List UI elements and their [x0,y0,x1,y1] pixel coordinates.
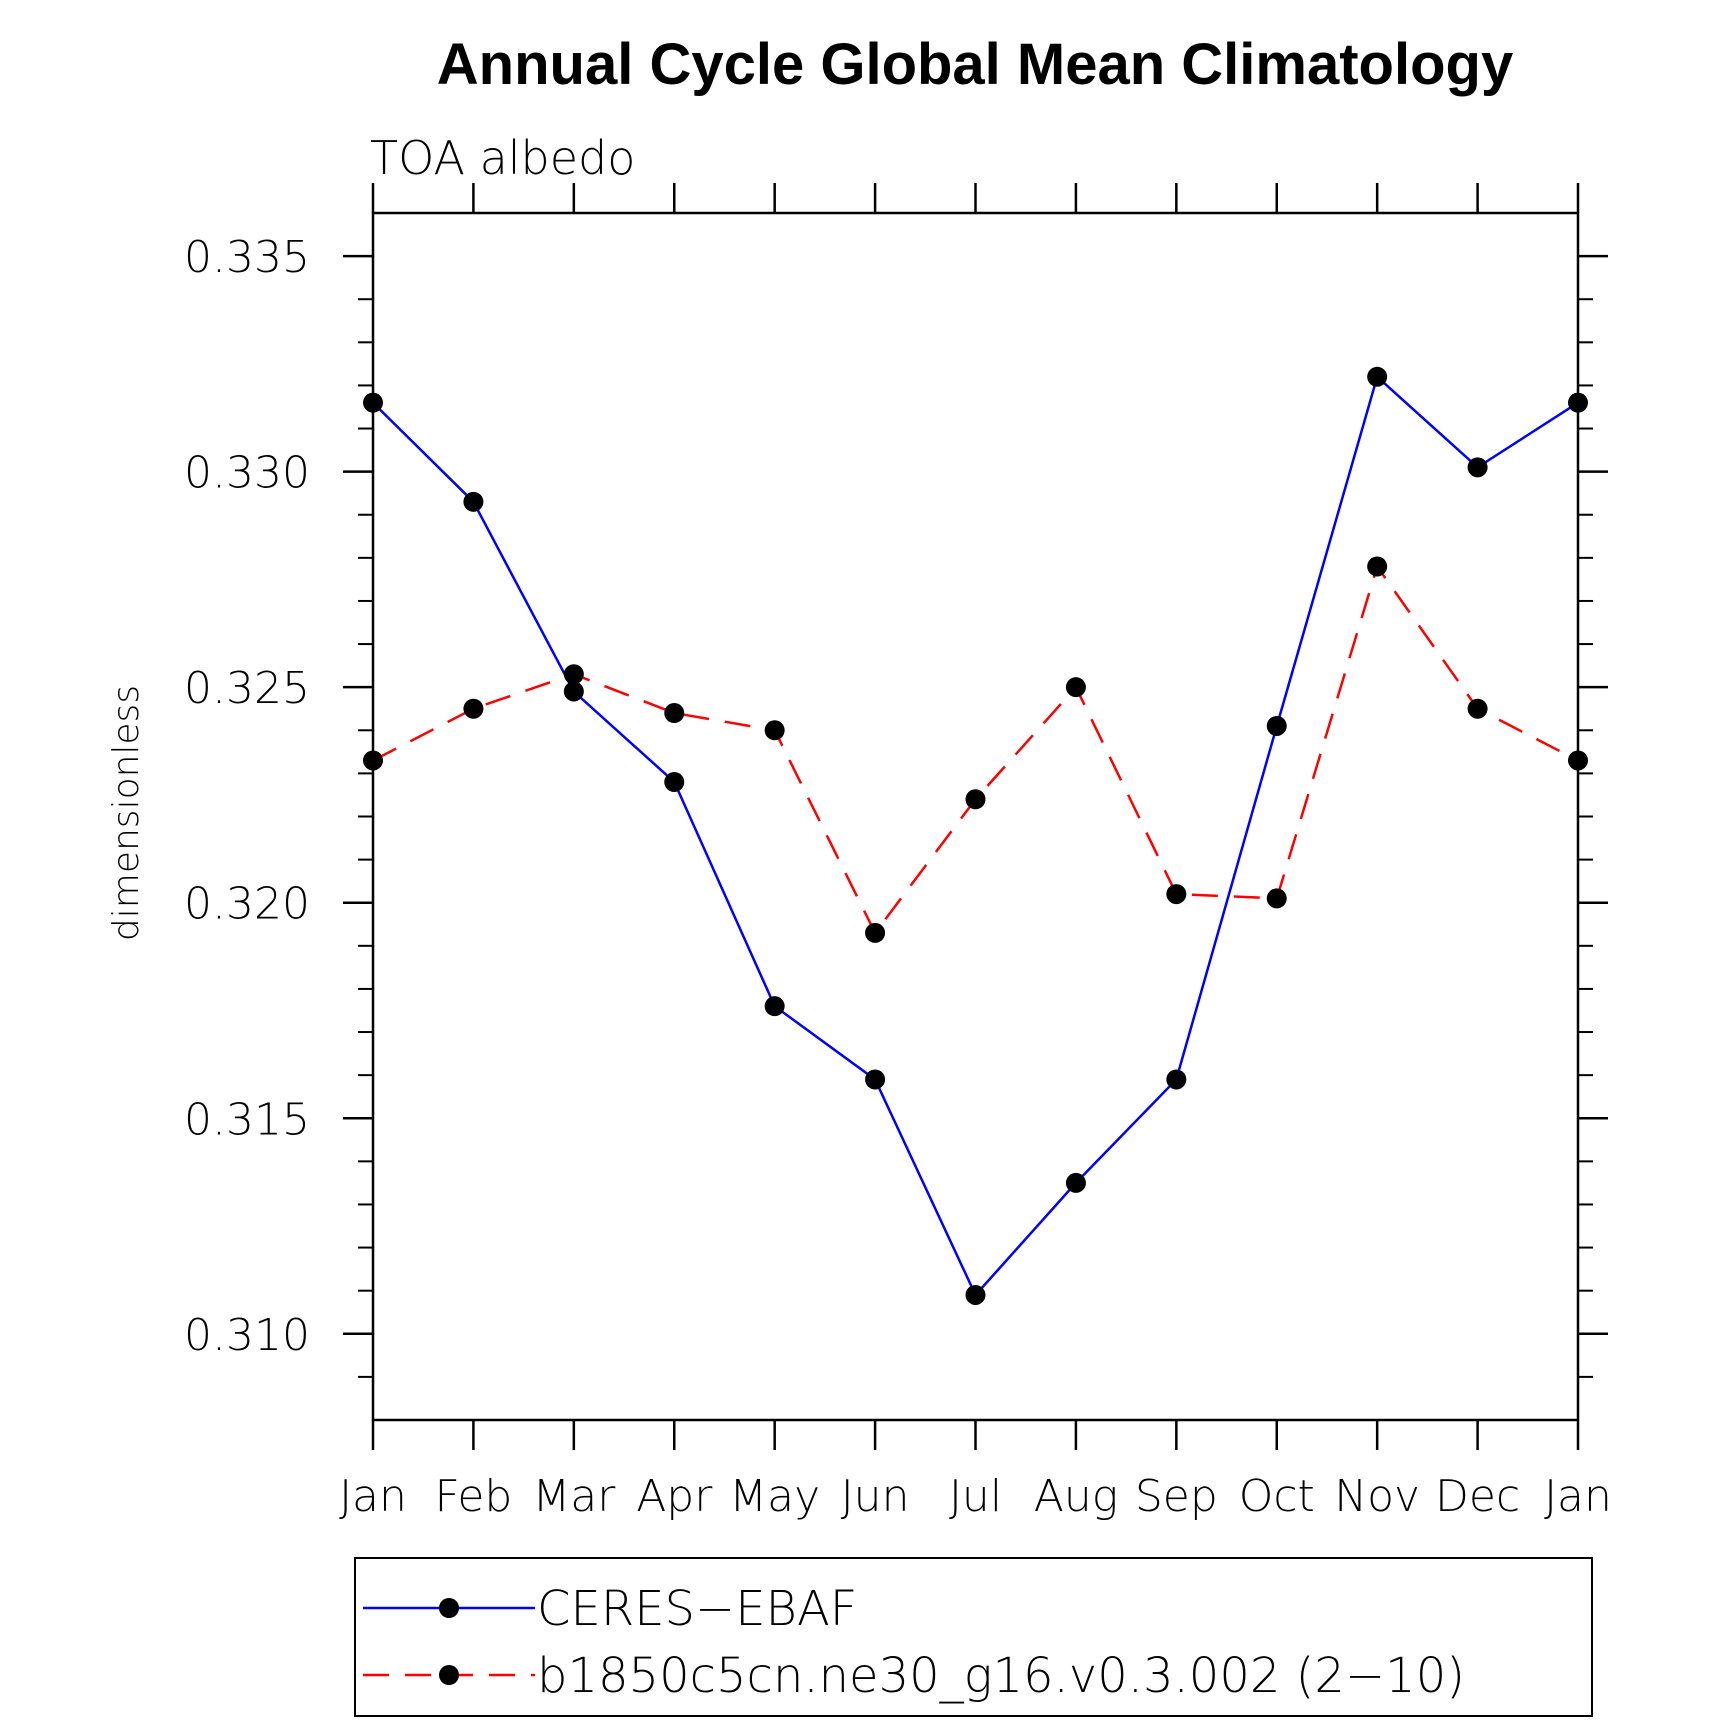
data-point [1065,1172,1086,1193]
x-tick-label: Jul [949,1471,1002,1522]
x-tick-label: Sep [1135,1471,1218,1522]
y-tick-labels: 0.310 0.315 0.320 0.325 0.330 0.335 [184,232,310,1361]
chart-subtitle: TOA albedo [370,131,635,185]
axis-ticks [343,183,1608,1450]
data-point [865,1069,886,1090]
data-point [1065,677,1086,698]
x-tick-label: Feb [434,1471,512,1522]
legend-label: CERES−EBAF [537,1581,857,1637]
data-point [664,703,685,724]
data-point [965,1284,986,1305]
x-tick-label: Aug [1034,1471,1118,1522]
y-tick-label: 0.315 [184,1094,310,1145]
data-point [563,681,584,702]
x-tick-label: Nov [1334,1471,1420,1522]
series-line-1 [372,374,1579,1298]
x-tick-label: Oct [1239,1471,1315,1522]
y-tick-label: 0.320 [184,879,310,930]
data-point [664,772,685,793]
y-tick-label: 0.330 [184,448,310,499]
data-point [1266,888,1287,909]
data-point [1166,884,1187,905]
data-point [1367,556,1388,577]
series-layer [363,366,1588,1305]
legend: CERES−EBAF b1850c5cn.ne30_g16.v0.3.002 (2… [354,1557,1593,1717]
data-point [965,789,986,810]
data-point [865,922,886,943]
legend-marker [439,1598,459,1618]
data-point [463,698,484,719]
x-tick-label: Jan [1544,1471,1612,1522]
x-tick-label: Jun [841,1471,910,1522]
data-point [463,491,484,512]
legend-box [354,1557,1593,1717]
data-point [764,720,785,741]
chart-title: Annual Cycle Global Mean Climatology [437,32,1513,97]
y-axis-label: dimensionless [106,685,147,941]
data-point [1166,1069,1187,1090]
plot-frame [371,211,1580,1422]
data-point [563,664,584,685]
y-tick-label: 0.335 [184,232,310,283]
x-tick-label: Apr [636,1471,713,1522]
legend-label: b1850c5cn.ne30_g16.v0.3.002 (2−10) [537,1648,1465,1704]
data-point [764,996,785,1017]
x-tick-label: May [729,1471,820,1522]
data-point [1266,715,1287,736]
x-tick-label: Mar [532,1471,616,1522]
data-point [1467,698,1488,719]
data-point [1367,366,1388,387]
x-tick-label: Jan [339,1471,407,1522]
data-point [1467,457,1488,478]
y-tick-label: 0.310 [184,1310,310,1361]
series-line-2 [372,563,1579,936]
x-tick-label: Dec [1435,1471,1520,1522]
x-tick-labels: Jan Feb Mar Apr May Jun Jul Aug Sep Oct Nov Dec Jan [339,1471,1612,1522]
y-tick-label: 0.325 [184,663,310,714]
legend-marker [439,1665,459,1685]
